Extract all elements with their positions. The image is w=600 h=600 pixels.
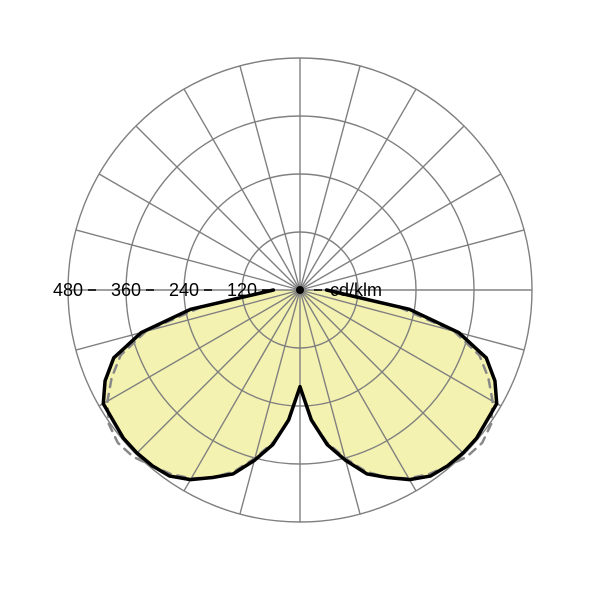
grid-spoke xyxy=(240,66,300,290)
grid-spoke xyxy=(300,174,501,290)
unit-label: cd/klm xyxy=(330,280,382,300)
center-point xyxy=(296,286,304,294)
ring-label: 120 xyxy=(227,280,257,300)
grid-spoke xyxy=(99,174,300,290)
ring-label: 240 xyxy=(169,280,199,300)
grid-spoke xyxy=(300,89,416,290)
ring-label: 360 xyxy=(111,280,141,300)
grid-spoke xyxy=(184,89,300,290)
grid-spoke xyxy=(300,66,360,290)
grid-spoke xyxy=(136,126,300,290)
grid-spoke xyxy=(300,126,464,290)
polar-photometric-chart: 480 360 240 120 cd/klm xyxy=(0,0,600,600)
ring-label: 480 xyxy=(53,280,83,300)
